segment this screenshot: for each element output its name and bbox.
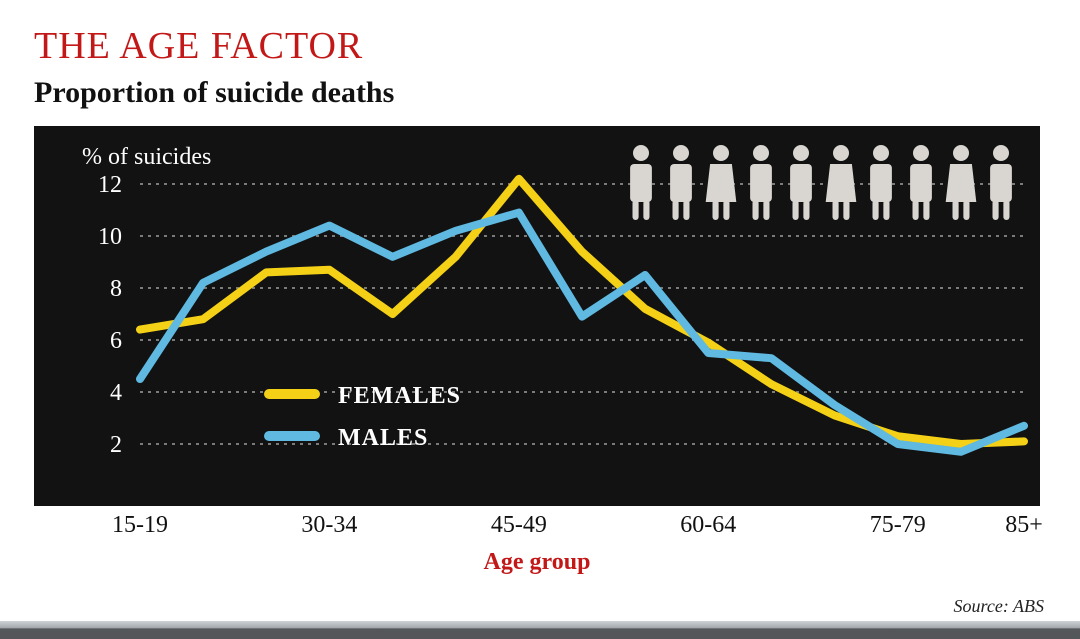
decorative-footer-strip [0, 621, 1080, 639]
legend-label: MALES [338, 425, 428, 451]
y-tick-label: 8 [110, 276, 122, 302]
y-tick-label: 4 [110, 380, 122, 406]
y-tick-label: 12 [98, 172, 122, 198]
person-icon [990, 145, 1012, 220]
x-tick-label: 30-34 [301, 512, 357, 539]
legend-swatch-males [264, 431, 320, 441]
legend-label: FEMALES [338, 383, 461, 409]
person-icon [870, 145, 892, 220]
x-tick-label: 85+ [1005, 512, 1043, 539]
x-tick-label: 15-19 [112, 512, 168, 539]
x-tick-label: 75-79 [870, 512, 926, 539]
y-tick-label: 10 [98, 224, 122, 250]
x-tick-label: 45-49 [491, 512, 547, 539]
chart-container: 2 4 6 8 10 12% of suicides FEMALES MALES [34, 126, 1040, 506]
line-chart: 2 4 6 8 10 12% of suicides FEMALES MALES [34, 126, 1040, 506]
person-icon [750, 145, 772, 220]
person-icon [630, 145, 652, 220]
person-icon [946, 145, 977, 220]
person-icon [910, 145, 932, 220]
page-title: THE AGE FACTOR [34, 24, 1046, 68]
y-tick-label: 2 [110, 432, 122, 458]
y-tick-label: 6 [110, 328, 122, 354]
person-icon [670, 145, 692, 220]
x-axis-row: Age group 15-19 30-34 45-49 60-64 75-79 85+ [34, 506, 1040, 576]
x-tick-label: 60-64 [680, 512, 736, 539]
person-icon [826, 145, 857, 220]
legend-swatch-females [264, 389, 320, 399]
source-attribution: Source: ABS [954, 596, 1044, 617]
x-axis-label: Age group [484, 549, 591, 576]
person-icon [790, 145, 812, 220]
y-axis-title: % of suicides [82, 144, 211, 170]
page-subtitle: Proportion of suicide deaths [34, 76, 1046, 110]
person-icon [706, 145, 737, 220]
